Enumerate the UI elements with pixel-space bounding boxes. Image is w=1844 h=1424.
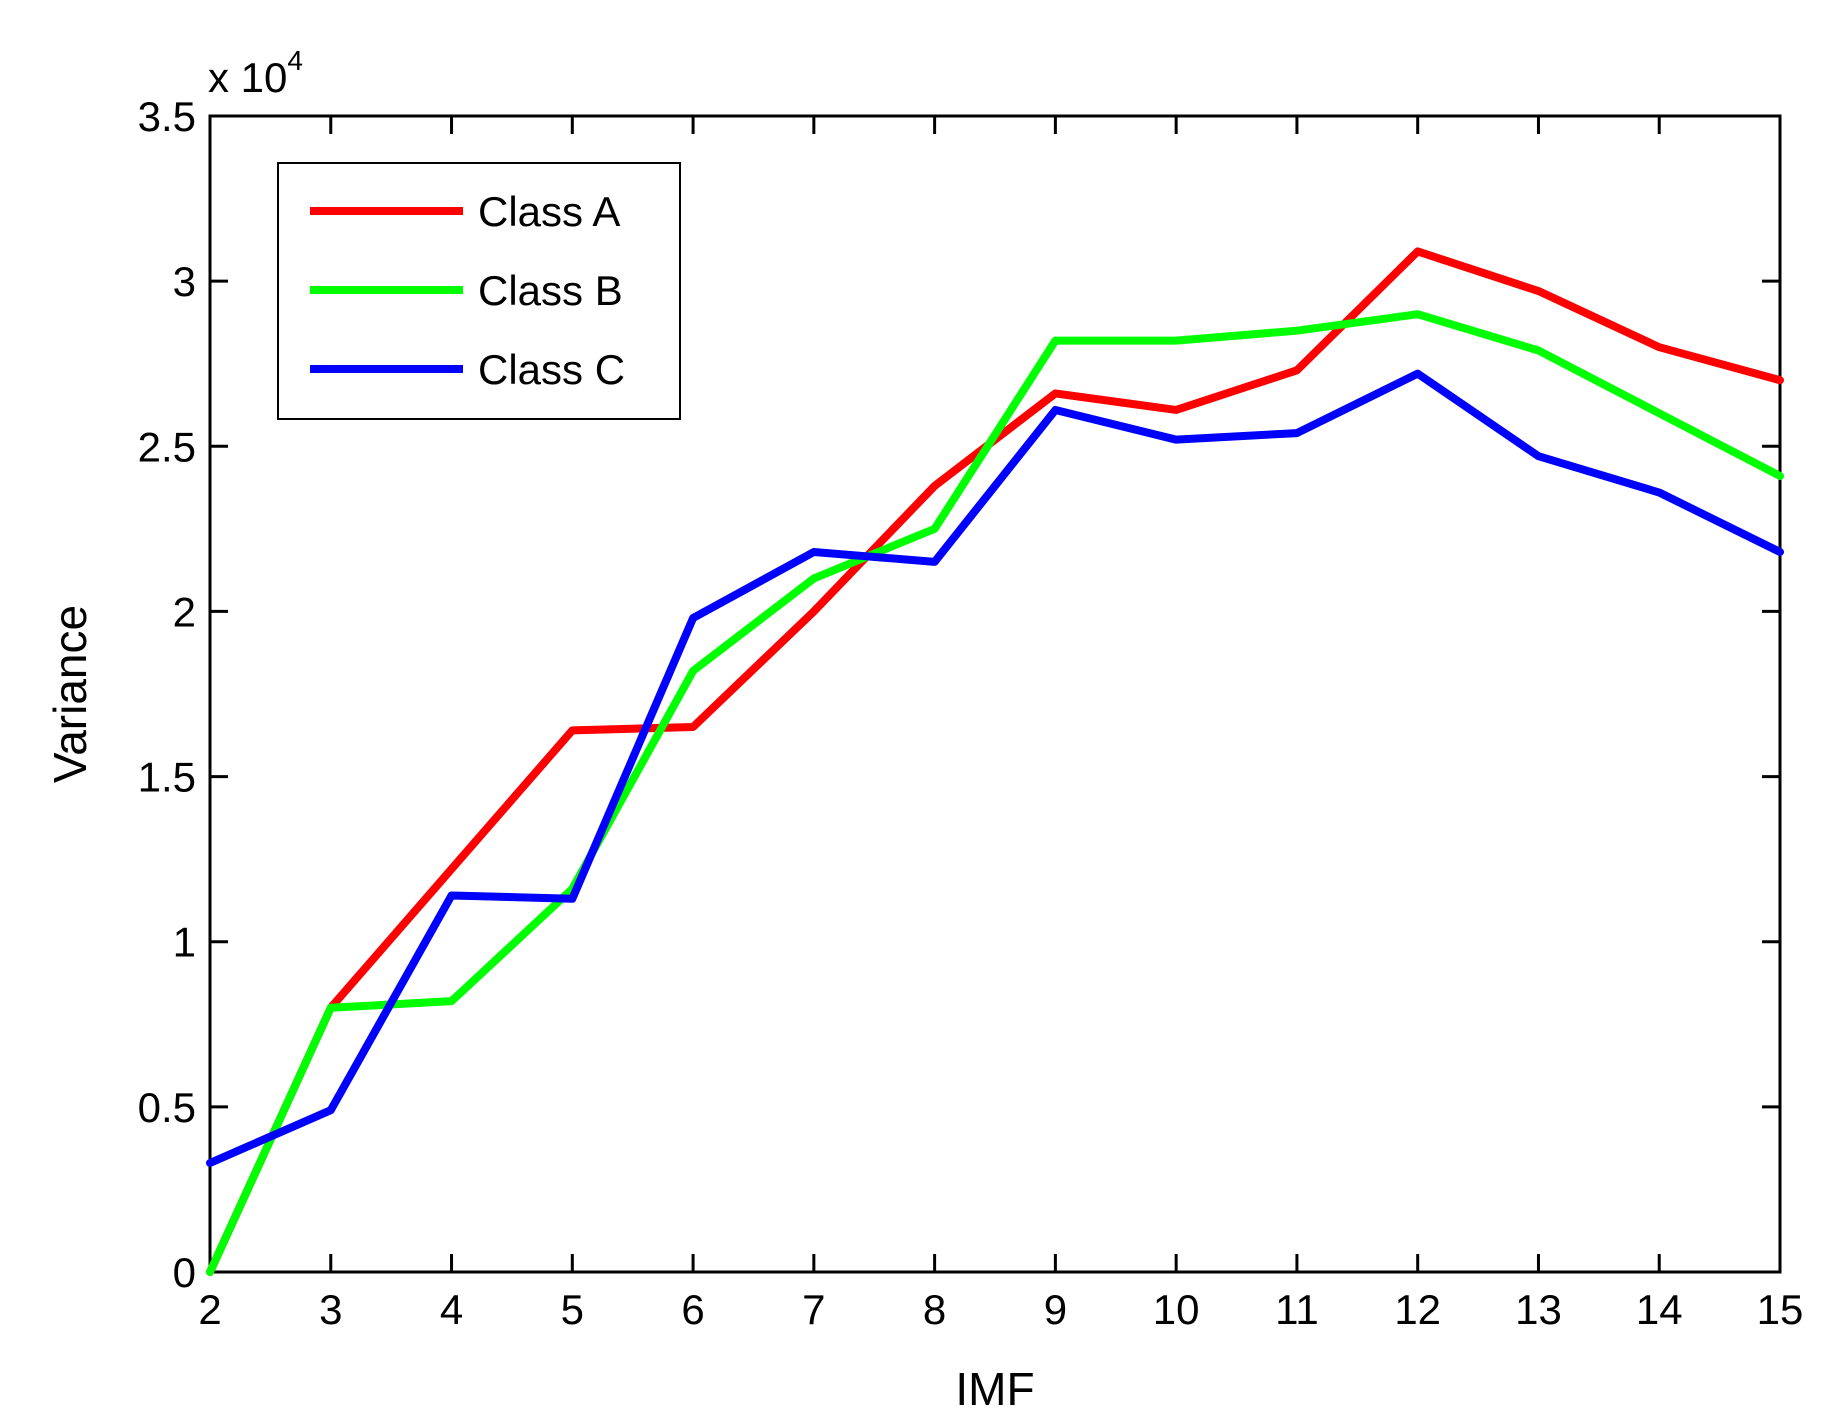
x-tick-label: 3	[319, 1286, 342, 1333]
series-lines	[206, 247, 1784, 1276]
y-exponent-power: 4	[287, 45, 303, 76]
x-tick-label: 8	[923, 1286, 946, 1333]
x-axis-label: IMF	[955, 1363, 1034, 1415]
series-line-class-b	[206, 310, 1784, 1276]
y-tick-label: 3	[173, 258, 196, 305]
x-tick-label: 4	[440, 1286, 463, 1333]
x-tick-label: 6	[681, 1286, 704, 1333]
y-exponent-base: x 10	[208, 54, 287, 101]
y-tick-label: 2.5	[138, 423, 196, 470]
y-axis-label: Variance	[44, 605, 96, 783]
series-line-class-c	[206, 369, 1784, 1168]
x-tick-label: 12	[1394, 1286, 1441, 1333]
x-tick-label: 15	[1757, 1286, 1804, 1333]
x-axis-ticks: 2 3 4 5 6 7 8 9 10 11 12 13 14 15	[198, 116, 1803, 1333]
x-tick-label: 7	[802, 1286, 825, 1333]
y-axis-ticks: 0 0.5 1 1.5 2 2.5 3 3.5	[138, 93, 1780, 1296]
y-tick-label: 1	[173, 919, 196, 966]
x-tick-label: 2	[198, 1286, 221, 1333]
y-tick-label: 3.5	[138, 93, 196, 140]
x-tick-label: 14	[1636, 1286, 1683, 1333]
y-tick-label: 0	[173, 1249, 196, 1296]
legend: Class A Class B Class C	[277, 162, 681, 420]
y-exponent-label: x 104	[208, 45, 303, 101]
x-tick-label: 11	[1275, 1286, 1319, 1333]
legend-item-class-c: Class C	[310, 346, 625, 393]
x-tick-label: 10	[1153, 1286, 1200, 1333]
legend-label-class-a: Class A	[478, 188, 620, 235]
y-tick-label: 1.5	[138, 754, 196, 801]
legend-item-class-b: Class B	[310, 267, 623, 314]
legend-label-class-b: Class B	[478, 267, 623, 314]
legend-label-class-c: Class C	[478, 346, 625, 393]
x-tick-label: 13	[1515, 1286, 1562, 1333]
x-tick-label: 5	[561, 1286, 584, 1333]
y-tick-label: 2	[173, 588, 196, 635]
y-tick-label: 0.5	[138, 1084, 196, 1131]
x-tick-label: 9	[1044, 1286, 1067, 1333]
legend-item-class-a: Class A	[310, 188, 620, 235]
